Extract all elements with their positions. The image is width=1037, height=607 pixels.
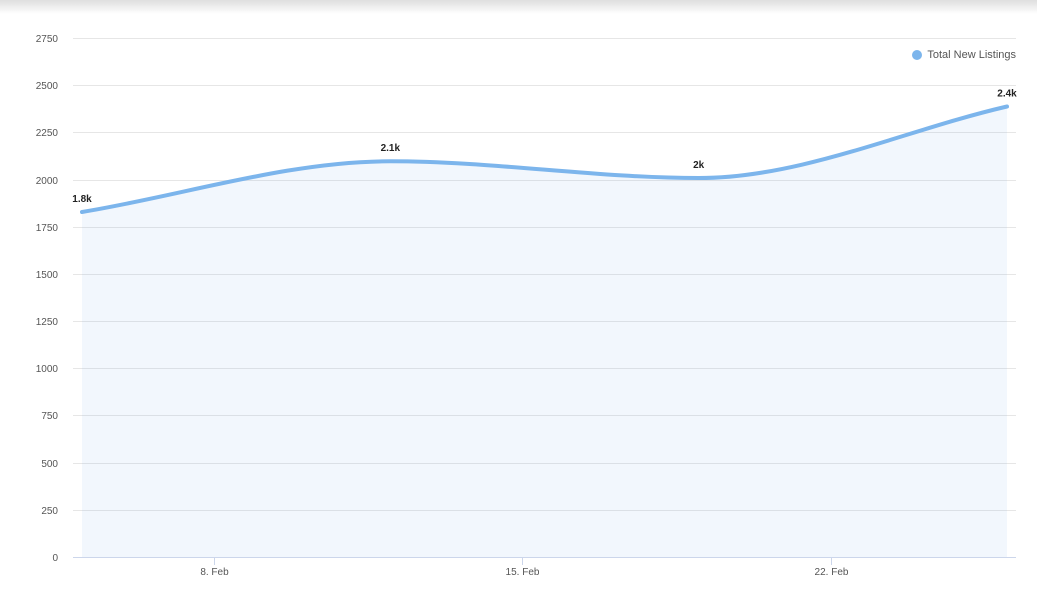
- y-tick-label: 2000: [36, 176, 59, 187]
- x-tick-label: 22. Feb: [815, 567, 849, 578]
- data-label: 2.4k: [997, 89, 1017, 100]
- y-tick-label: 1500: [36, 270, 59, 281]
- x-tick-label: 8. Feb: [200, 567, 229, 578]
- y-tick-label: 2500: [36, 81, 59, 92]
- y-tick-label: 250: [41, 506, 58, 517]
- x-axis-ticks: 8. Feb 15. Feb 22. Feb: [200, 557, 849, 578]
- top-shadow: [0, 0, 1037, 14]
- y-tick-label: 750: [41, 411, 58, 422]
- y-tick-label: 2250: [36, 128, 59, 139]
- y-tick-label: 500: [41, 459, 58, 470]
- y-tick-label: 1250: [36, 317, 59, 328]
- y-tick-label: 1750: [36, 223, 59, 234]
- grid-lines: [73, 38, 1016, 511]
- y-tick-label: 0: [52, 553, 58, 564]
- y-tick-label: 2750: [36, 34, 59, 45]
- legend-label: Total New Listings: [927, 49, 1016, 61]
- series-area-fill: [82, 106, 1007, 558]
- legend-item-total-new-listings[interactable]: Total New Listings: [912, 49, 1016, 61]
- data-label: 2k: [693, 160, 705, 171]
- series-line[interactable]: [80, 104, 1009, 215]
- data-label: 1.8k: [72, 194, 92, 205]
- y-tick-label: 1000: [36, 364, 59, 375]
- legend-swatch-icon: [912, 50, 923, 60]
- x-tick-label: 15. Feb: [506, 567, 540, 578]
- data-labels: 1.8k 2.1k 2k 2.4k: [72, 89, 1017, 205]
- data-label: 2.1k: [381, 143, 401, 154]
- y-axis-ticks: 0 250 500 750 1000 1250 1500 1750 2000 2250 2500 27…: [36, 34, 59, 564]
